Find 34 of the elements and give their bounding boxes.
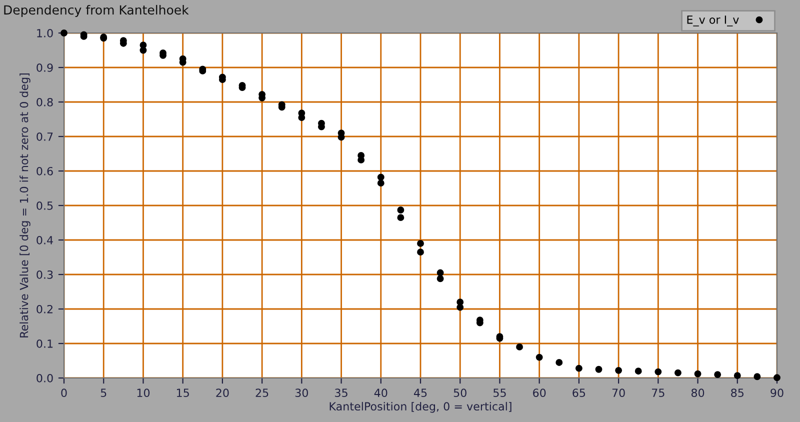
x-tick-label: 85 (731, 388, 744, 398)
legend-label: E_v or I_v (687, 16, 739, 26)
y-tick-label: 0.2 (36, 304, 52, 314)
y-tick-label: 0.8 (36, 98, 53, 106)
x-tick-label: 20 (216, 388, 229, 398)
x-tick-label: 60 (533, 388, 546, 398)
x-tick-label: 90 (770, 388, 784, 398)
y-axis-title: Relative Value [0 deg = 1.0 if not zero at 0 deg] (20, 73, 30, 338)
x-tick-label: 50 (454, 388, 466, 398)
x-tick-label: 0 (61, 388, 67, 398)
y-tick-label: 1.0 (37, 28, 53, 38)
y-tick-label: 0.3 (36, 270, 53, 279)
x-tick-label: 40 (374, 388, 388, 398)
y-tick-label: 0.4 (36, 236, 53, 244)
x-tick-label: 30 (295, 388, 308, 398)
y-tick-label: 0.1 (36, 339, 53, 348)
x-tick-label: 70 (612, 388, 625, 398)
y-tick-label: 0.9 (36, 63, 53, 72)
y-tick-label: 0.7 (36, 132, 53, 141)
x-tick-label: 80 (691, 388, 704, 398)
y-tick-label: 0.6 (36, 166, 53, 176)
x-axis-title: KantelPosition [deg, 0 = vertical] (330, 402, 512, 413)
x-tick-label: 75 (652, 388, 664, 398)
x-tick-label: 25 (256, 388, 268, 398)
y-tick-label: 0.5 (36, 201, 53, 210)
y-tick-label: 0.0 (36, 374, 53, 382)
x-tick-label: 45 (414, 388, 427, 398)
x-tick-label: 55 (494, 388, 506, 398)
x-tick-label: 65 (572, 388, 586, 398)
x-tick-label: 10 (137, 388, 150, 398)
x-tick-label: 15 (176, 388, 189, 398)
x-tick-label: 5 (100, 388, 106, 398)
x-tick-label: 35 (335, 388, 348, 398)
chart-title: Dependency from Kantelhoek (4, 4, 189, 18)
